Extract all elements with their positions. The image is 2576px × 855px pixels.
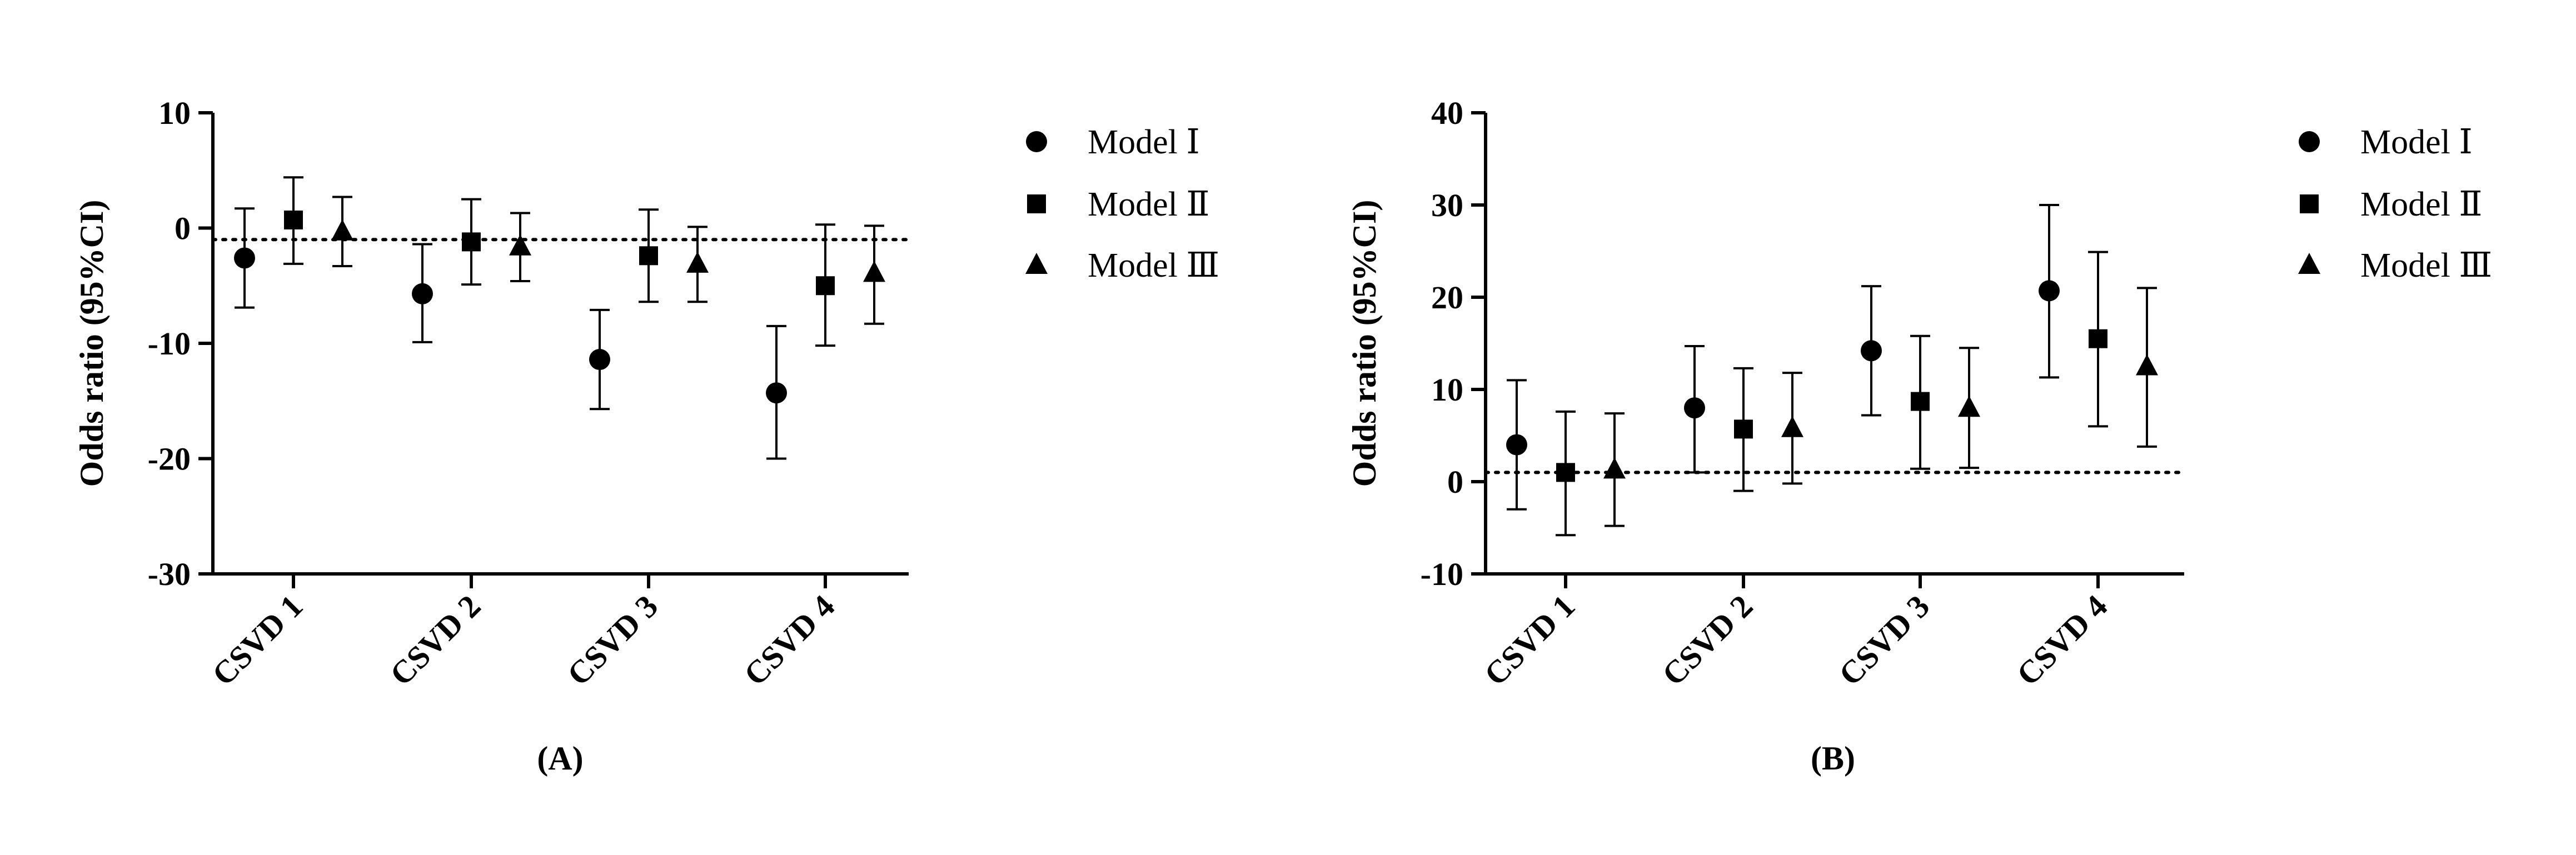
y-tick-label: 10 — [1431, 372, 1463, 408]
y-axis-title: Odds ratio (95%CI) — [1346, 200, 1383, 487]
data-point-circle — [1506, 434, 1527, 456]
x-tick-label: CSVD 4 — [737, 588, 841, 692]
x-tick-label: CSVD 3 — [560, 588, 665, 692]
data-point-triangle — [863, 261, 885, 282]
legend-label: Model Ⅰ — [1088, 123, 1200, 161]
data-point-circle — [1684, 397, 1705, 419]
data-point-square — [639, 246, 658, 266]
data-point-circle — [412, 283, 433, 304]
data-point-square — [2089, 329, 2107, 348]
y-tick-label: 40 — [1431, 95, 1463, 131]
y-tick-label: 10 — [158, 95, 191, 131]
data-point-circle — [589, 349, 610, 371]
y-tick-label: 0 — [175, 211, 191, 247]
data-point-triangle — [686, 251, 709, 273]
data-point-circle — [2039, 280, 2060, 302]
data-point-triangle — [331, 219, 353, 241]
y-tick-label: -20 — [148, 441, 191, 477]
panel-b-chart: 40 30 20 10 0 -10 Odds ratio (95%CI) CSVD 1 CSVD… — [1346, 95, 2492, 777]
y-tick-label: 0 — [1447, 464, 1463, 500]
legend-label: Model Ⅱ — [2360, 186, 2483, 223]
y-tick-label: -10 — [1421, 556, 1463, 592]
legend-marker-triangle — [2298, 253, 2320, 274]
data-point-circle — [234, 247, 255, 269]
data-point-square — [1911, 392, 1930, 411]
data-point-square — [816, 276, 835, 296]
panel-label: (B) — [1811, 740, 1855, 777]
legend-marker-square — [2300, 194, 2319, 213]
x-tick-label: CSVD 4 — [2010, 588, 2114, 692]
x-tick-label: CSVD 3 — [1832, 588, 1936, 692]
legend-label: Model Ⅱ — [1088, 186, 1210, 223]
x-tick-label: CSVD 1 — [1477, 588, 1582, 692]
panel-label: (A) — [537, 740, 583, 777]
legend-marker-square — [1027, 194, 1046, 213]
data-point-triangle — [1958, 396, 1980, 417]
data-point-square — [284, 210, 303, 229]
x-tick-label: CSVD 2 — [1655, 588, 1760, 692]
data-point-square — [1556, 463, 1575, 482]
legend-label: Model Ⅲ — [2360, 247, 2492, 284]
data-point-triangle — [1603, 457, 1626, 479]
legend-marker-circle — [1026, 131, 1047, 152]
data-point-square — [1734, 419, 1753, 439]
data-point-triangle — [1781, 416, 1803, 437]
y-tick-label: 20 — [1431, 279, 1463, 316]
data-point-square — [462, 232, 481, 252]
legend-label: Model Ⅰ — [2360, 123, 2473, 161]
data-point-triangle — [2136, 354, 2158, 376]
legend-marker-triangle — [1025, 253, 1048, 274]
data-point-circle — [1861, 340, 1882, 362]
y-axis-title: Odds ratio (95%CI) — [73, 200, 110, 487]
y-tick-label: -10 — [148, 326, 191, 362]
y-tick-label: -30 — [148, 556, 191, 592]
data-point-circle — [766, 382, 787, 404]
legend-marker-circle — [2299, 131, 2320, 152]
x-tick-label: CSVD 1 — [205, 588, 310, 692]
x-tick-label: CSVD 2 — [383, 588, 487, 692]
y-tick-label: 30 — [1431, 187, 1463, 223]
legend-label: Model Ⅲ — [1088, 247, 1219, 284]
panel-a-chart: 10 0 -10 -20 -30 Odds ratio (95%CI) CSVD 1 CSVD… — [73, 95, 1219, 777]
data-point-triangle — [509, 234, 531, 256]
